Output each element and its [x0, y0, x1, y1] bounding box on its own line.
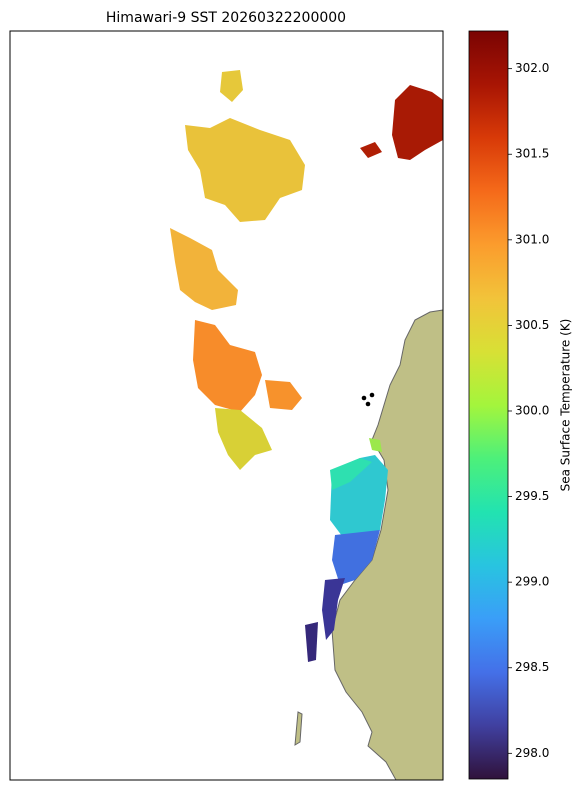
- sst-region: [193, 320, 262, 412]
- colorbar-tick-label: 299.0: [515, 575, 549, 589]
- sst-region: [305, 622, 318, 662]
- sst-region: [332, 530, 380, 585]
- sst-region: [369, 438, 382, 452]
- colorbar: Sea Surface Temperature (K) 298.0 298.5 29…: [468, 30, 573, 780]
- island: [294, 711, 303, 746]
- colorbar-tick-label: 300.0: [515, 403, 549, 417]
- sst-region: [185, 118, 305, 222]
- colorbar-tick-label: 301.5: [515, 147, 549, 161]
- sst-region: [322, 578, 345, 640]
- colorbar-tick-label: 299.5: [515, 489, 549, 503]
- colorbar-tick-label: 301.0: [515, 232, 549, 246]
- station-marker: [365, 401, 371, 407]
- sst-region: [220, 70, 243, 102]
- sst-region: [215, 408, 272, 470]
- colorbar-label: Sea Surface Temperature (K): [559, 319, 573, 492]
- colorbar-tick-label: 300.5: [515, 318, 549, 332]
- map: [9, 30, 444, 781]
- colorbar-tick-label: 298.0: [515, 746, 549, 760]
- sst-region: [170, 228, 238, 310]
- colorbar-scale: [468, 30, 509, 780]
- map-title: Himawari-9 SST 20260322200000: [106, 10, 346, 26]
- sst-region: [392, 85, 443, 160]
- sst-region: [360, 142, 382, 158]
- sst-region: [265, 380, 302, 410]
- sst-region: [330, 458, 372, 490]
- map-frame: [9, 30, 444, 781]
- station-marker: [369, 392, 375, 398]
- colorbar-tick-label: 302.0: [515, 61, 549, 75]
- station-marker: [361, 395, 367, 401]
- colorbar-tick-label: 298.5: [515, 660, 549, 674]
